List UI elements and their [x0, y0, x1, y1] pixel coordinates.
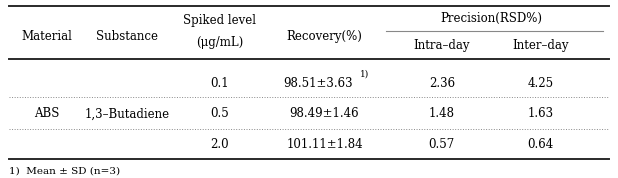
- Text: 0.5: 0.5: [210, 107, 229, 121]
- Text: 1)  Mean ± SD (n=3): 1) Mean ± SD (n=3): [9, 167, 121, 176]
- Text: Precision(RSD%): Precision(RSD%): [440, 12, 543, 25]
- Text: Spiked level: Spiked level: [183, 14, 256, 27]
- Text: 98.49±1.46: 98.49±1.46: [290, 107, 359, 121]
- Text: 0.64: 0.64: [528, 138, 554, 151]
- Text: 4.25: 4.25: [528, 77, 554, 90]
- Text: 0.57: 0.57: [429, 138, 455, 151]
- Text: Intra–day: Intra–day: [413, 39, 470, 52]
- Text: ABS: ABS: [33, 107, 59, 121]
- Text: 2.36: 2.36: [429, 77, 455, 90]
- Text: (μg/mL): (μg/mL): [196, 36, 243, 49]
- Text: Inter–day: Inter–day: [512, 39, 569, 52]
- Text: 1,3–Butadiene: 1,3–Butadiene: [84, 107, 169, 121]
- Text: 1.63: 1.63: [528, 107, 554, 121]
- Text: Recovery(%): Recovery(%): [287, 30, 362, 43]
- Text: 1): 1): [360, 69, 369, 78]
- Text: Material: Material: [21, 30, 72, 43]
- Text: 0.1: 0.1: [210, 77, 229, 90]
- Text: Substance: Substance: [96, 30, 158, 43]
- Text: 98.51±3.63: 98.51±3.63: [284, 77, 353, 90]
- Text: 101.11±1.84: 101.11±1.84: [286, 138, 363, 151]
- Text: 2.0: 2.0: [210, 138, 229, 151]
- Text: 1.48: 1.48: [429, 107, 455, 121]
